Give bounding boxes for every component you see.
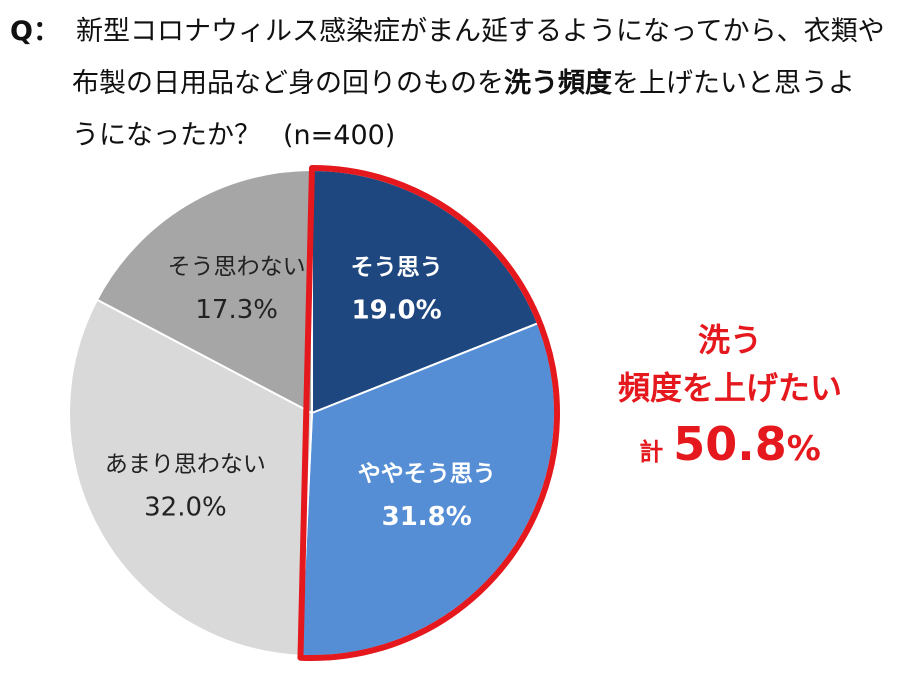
- callout-total-value: 50.8: [673, 417, 787, 471]
- total-callout: 洗う 頻度を上げたい 計 50.8%: [560, 318, 900, 485]
- callout-total: 計 50.8%: [560, 414, 900, 485]
- pie-slice-3: [68, 298, 314, 657]
- pie-slice-4: [95, 168, 313, 415]
- slice-value-2: 31.8%: [382, 502, 472, 532]
- callout-line-1: 洗う: [697, 321, 762, 359]
- sample-size: (n=400): [283, 120, 396, 151]
- slice-value-3: 32.0%: [144, 492, 227, 522]
- question-emphasis: 洗う頻度: [504, 68, 612, 99]
- callout-total-unit: %: [786, 429, 821, 469]
- slice-value-1: 19.0%: [352, 295, 442, 325]
- slice-value-4: 17.3%: [195, 295, 278, 325]
- question-line-2: 布製の日用品など身の回りのものを洗う頻度を上げたいと思うよ: [72, 60, 855, 108]
- question-line-2-tail: を上げたいと思うよ: [612, 68, 855, 99]
- slice-label-3: あまり思わない: [105, 451, 266, 477]
- question-line-3-text: うになったか？: [72, 120, 261, 151]
- callout-total-label: 計: [639, 438, 664, 466]
- callout-line-2: 頻度を上げたい: [617, 369, 842, 407]
- question-line-2-text: 布製の日用品など身の回りのものを: [72, 68, 504, 99]
- question-line-1: 新型コロナウィルス感染症がまん延するようになってから、衣類や: [76, 16, 885, 47]
- slice-label-1: そう思う: [351, 254, 443, 280]
- highlight-outline: [297, 165, 560, 661]
- slice-label-2: ややそう思う: [358, 461, 496, 487]
- slice-label-4: そう思わない: [168, 254, 306, 280]
- question-line-3: うになったか？ (n=400): [72, 112, 395, 160]
- question-marker: Q：: [10, 16, 60, 47]
